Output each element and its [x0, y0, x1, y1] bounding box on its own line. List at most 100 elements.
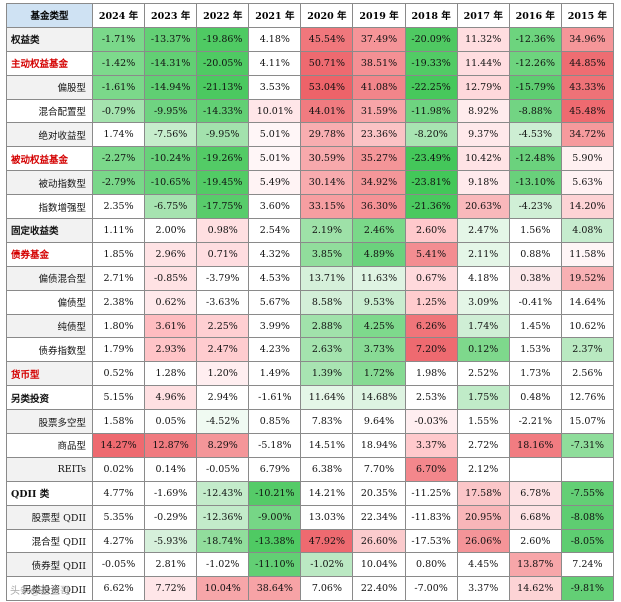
return-cell: 2.46% — [352, 218, 406, 243]
return-cell: 1.72% — [352, 361, 406, 387]
return-cell: 20.63% — [456, 194, 510, 220]
return-cell: 38.64% — [248, 576, 302, 602]
return-cell: 2.00% — [144, 218, 198, 243]
table-row: 另类投资 5.15% 4.96% 2.94% -1.61% 11.64% 14.68% 2.5… — [6, 385, 614, 411]
header-year: 2016 年 — [508, 3, 562, 28]
return-cell: 5.63% — [560, 170, 614, 196]
return-cell: 2.38% — [91, 289, 146, 315]
return-cell: 0.88% — [508, 241, 562, 267]
return-cell: -10.24% — [144, 146, 198, 172]
return-cell: 1.20% — [196, 361, 250, 387]
row-fund-type: 权益类 — [6, 26, 93, 52]
return-cell: -9.95% — [196, 122, 250, 148]
return-cell: -13.38% — [248, 528, 302, 554]
return-cell: 30.59% — [300, 146, 354, 172]
return-cell: 7.70% — [352, 456, 406, 482]
return-cell: 14.21% — [300, 480, 354, 506]
return-cell: 1.55% — [456, 409, 510, 435]
row-fund-type: 被动指数型 — [6, 170, 93, 196]
return-cell: 18.16% — [508, 433, 562, 458]
return-cell: 4.96% — [144, 385, 198, 411]
return-cell: 15.07% — [560, 409, 614, 435]
return-cell: -6.75% — [144, 194, 198, 220]
return-cell: -23.49% — [404, 146, 458, 172]
table-body: 权益类 -1.71% -13.37% -19.86% 4.18% 45.54% 37.49%… — [6, 26, 614, 602]
return-cell: 43.33% — [560, 74, 614, 100]
return-cell: 9.37% — [456, 122, 510, 148]
return-cell: 3.09% — [456, 289, 510, 315]
return-cell: 1.49% — [248, 361, 302, 387]
header-fund-type: 基金类型 — [6, 3, 93, 28]
table-row: 偏股型 -1.61% -14.94% -21.13% 3.53% 53.04% 41.08%… — [6, 74, 614, 100]
return-cell — [560, 456, 614, 482]
table-row: 债券指数型 1.79% 2.93% 2.47% 4.23% 2.63% 3.73% 7.20%… — [6, 337, 614, 363]
return-cell: 5.01% — [248, 122, 302, 148]
row-fund-type: 债券基金 — [6, 241, 93, 267]
return-cell: -0.85% — [144, 265, 198, 291]
return-cell: -4.23% — [508, 194, 562, 220]
return-cell: -19.26% — [196, 146, 250, 172]
row-fund-type: 偏股型 — [6, 74, 93, 100]
return-cell: 3.60% — [248, 194, 302, 220]
return-cell: -21.13% — [196, 74, 250, 100]
return-cell: -17.53% — [404, 528, 458, 554]
return-cell: 4.11% — [248, 50, 302, 76]
row-fund-type: 混合配置型 — [6, 98, 93, 124]
row-fund-type: 另类投资 QDII — [6, 576, 93, 602]
return-cell: -14.31% — [144, 50, 198, 76]
return-cell: -10.21% — [248, 480, 302, 506]
return-cell: 0.12% — [456, 337, 510, 363]
return-cell: 34.92% — [352, 170, 406, 196]
return-cell: 17.58% — [456, 480, 510, 506]
fund-returns-table: 基金类型 2024 年 2023 年 2022 年 2021 年 2020 年 … — [6, 3, 614, 602]
return-cell: 0.71% — [196, 241, 250, 267]
return-cell: -18.74% — [196, 528, 250, 554]
return-cell: 20.95% — [456, 504, 510, 530]
return-cell: -19.45% — [196, 170, 250, 196]
return-cell: 3.73% — [352, 337, 406, 363]
return-cell: 5.15% — [91, 385, 146, 411]
return-cell: 7.72% — [144, 576, 198, 602]
return-cell: -12.36% — [196, 504, 250, 530]
return-cell: 2.54% — [248, 218, 302, 243]
return-cell: 12.76% — [560, 385, 614, 411]
watermark: 头条@基金哥 — [10, 586, 70, 597]
row-fund-type: QDII 类 — [6, 480, 93, 506]
return-cell: 6.78% — [508, 480, 562, 506]
return-cell: -4.53% — [508, 122, 562, 148]
return-cell: -1.71% — [91, 26, 146, 52]
return-cell: -17.75% — [196, 194, 250, 220]
return-cell: 38.51% — [352, 50, 406, 76]
return-cell: -5.18% — [248, 433, 302, 458]
return-cell: -1.02% — [300, 552, 354, 578]
table-row: 固定收益类 1.11% 2.00% 0.98% 2.54% 2.19% 2.46% 2.60%… — [6, 218, 614, 243]
row-fund-type: 另类投资 — [6, 385, 93, 411]
header-year: 2022 年 — [196, 3, 250, 28]
row-fund-type: 货币型 — [6, 361, 93, 387]
table-row: 债券型 QDII -0.05% 2.81% -1.02% -11.10% -1.02% 10… — [6, 552, 614, 578]
row-fund-type: 纯债型 — [6, 313, 93, 339]
return-cell: 30.14% — [300, 170, 354, 196]
return-cell: 1.74% — [91, 122, 146, 148]
return-cell: 1.58% — [91, 409, 146, 435]
return-cell: -1.02% — [196, 552, 250, 578]
return-cell: 2.88% — [300, 313, 354, 339]
return-cell: 2.56% — [560, 361, 614, 387]
return-cell: 35.27% — [352, 146, 406, 172]
return-cell: 9.64% — [352, 409, 406, 435]
table-row: 股票型 QDII 5.35% -0.29% -12.36% -9.00% 13.03% 22… — [6, 504, 614, 530]
return-cell: -11.10% — [248, 552, 302, 578]
return-cell: -8.05% — [560, 528, 614, 554]
return-cell: 2.47% — [456, 218, 510, 243]
return-cell: -0.41% — [508, 289, 562, 315]
return-cell: 0.67% — [404, 265, 458, 291]
return-cell: 1.53% — [508, 337, 562, 363]
return-cell: 0.02% — [91, 456, 146, 482]
table-row: 另类投资 QDII 6.62% 7.72% 10.04% 38.64% 7.06% 22.4… — [6, 576, 614, 602]
return-cell: 26.60% — [352, 528, 406, 554]
return-cell: -13.10% — [508, 170, 562, 196]
return-cell: 44.01% — [300, 98, 354, 124]
return-cell: -12.48% — [508, 146, 562, 172]
return-cell: 2.71% — [91, 265, 146, 291]
